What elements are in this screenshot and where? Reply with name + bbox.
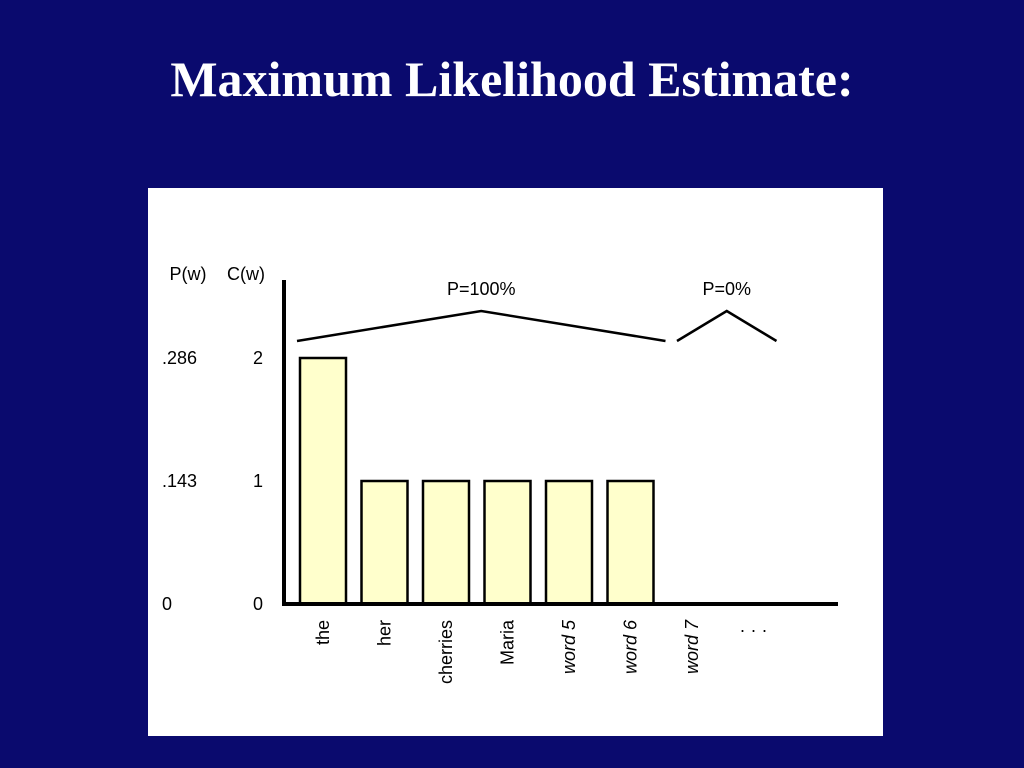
y-tick-label: .143: [162, 471, 197, 491]
x-tick-label: Maria: [498, 619, 518, 665]
chart-panel: P(w) C(w) 0 .143 .286 0 1 2 P=100% P=0% the her c…: [148, 188, 883, 736]
bar-Maria: [483, 479, 532, 606]
bar-chart: P(w) C(w) 0 .143 .286 0 1 2 P=100% P=0% the her c…: [162, 264, 838, 684]
x-tick-label: · · ·: [740, 620, 768, 640]
y-tick-label: .286: [162, 348, 197, 368]
bar-word-6: [606, 479, 655, 606]
x-tick-label: her: [375, 620, 395, 646]
annotation-label: P=0%: [702, 279, 751, 299]
x-tick-label: word 6: [621, 619, 641, 674]
x-tick-label: word 5: [559, 619, 579, 674]
bar-word-5: [544, 479, 594, 606]
y-axis-label-1: C(w): [227, 264, 265, 284]
x-tick-label: the: [313, 620, 333, 645]
annotation-label: P=100%: [447, 279, 516, 299]
x-tick-label: cherries: [436, 620, 456, 684]
y-tick-label: 2: [253, 348, 263, 368]
y-axis-label-0: P(w): [170, 264, 207, 284]
x-tick-label: word 7: [682, 619, 702, 674]
annotation-brace: [676, 309, 778, 343]
slide-title: Maximum Likelihood Estimate:: [170, 51, 854, 107]
annotation-brace: [296, 309, 666, 343]
bar-cherries: [421, 479, 471, 606]
y-tick-label: 0: [253, 594, 263, 614]
bar-her: [360, 479, 409, 606]
y-tick-label: 0: [162, 594, 172, 614]
y-tick-label: 1: [253, 471, 263, 491]
bar-the: [298, 356, 348, 606]
